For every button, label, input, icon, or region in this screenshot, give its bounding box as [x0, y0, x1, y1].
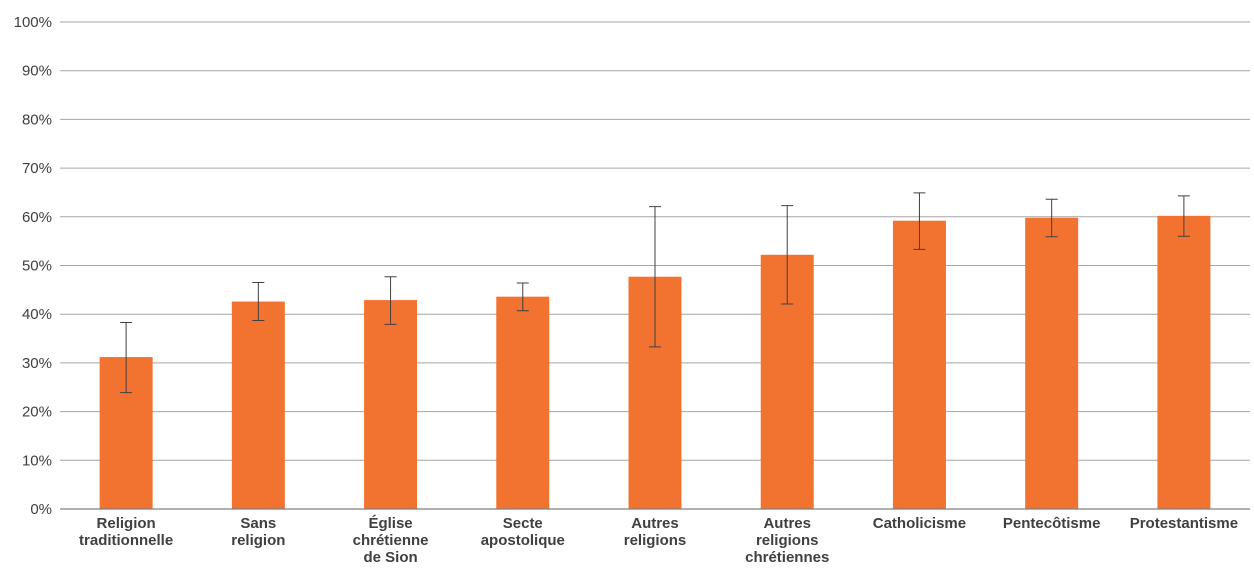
error-bar: [120, 321, 133, 394]
category-label-line: chrétienne: [353, 532, 429, 549]
category-label-line: chrétiennes: [745, 549, 829, 566]
category-label: Secte apostolique: [481, 515, 565, 549]
y-tick-label: 20%: [22, 404, 52, 421]
category-label-line: Autres: [763, 515, 811, 532]
category-label: Église chrétienne de Sion: [353, 515, 429, 566]
category-label-line: Secte: [503, 515, 543, 532]
error-bars: [120, 192, 1190, 394]
error-bar: [1177, 195, 1190, 237]
category-label-line: religions: [756, 532, 819, 549]
error-bar: [1045, 198, 1058, 238]
category-label: Autres religions: [624, 515, 687, 549]
error-bar: [913, 192, 926, 250]
y-tick-label: 60%: [22, 209, 52, 226]
category-label-line: Sans: [240, 515, 276, 532]
category-label-line: de Sion: [363, 549, 417, 566]
category-label: Catholicisme: [873, 515, 966, 532]
category-label-line: Église: [368, 515, 412, 532]
y-tick-label: 10%: [22, 452, 52, 469]
y-tick-label: 30%: [22, 355, 52, 372]
category-label: Religion traditionnelle: [79, 515, 173, 549]
y-tick-label: 50%: [22, 258, 52, 275]
bar: [364, 300, 418, 509]
category-label-line: Protestantisme: [1130, 515, 1238, 532]
bar: [1157, 215, 1211, 510]
y-tick-label: 40%: [22, 306, 52, 323]
y-tick-label: 0%: [30, 501, 52, 518]
error-bar: [252, 282, 265, 322]
x-axis-category-labels: Religion traditionnelle Sans religion Église…: [79, 515, 1238, 566]
category-label: Autres religions chrétiennes: [745, 515, 829, 566]
category-label-line: Catholicisme: [873, 515, 966, 532]
bar: [1025, 217, 1079, 510]
category-label-line: religions: [624, 532, 687, 549]
y-tick-label: 70%: [22, 160, 52, 177]
y-tick-label: 100%: [14, 14, 52, 31]
bar: [496, 296, 550, 509]
category-label-line: Autres: [631, 515, 679, 532]
bar: [892, 220, 946, 510]
error-bar: [649, 206, 661, 348]
y-tick-label: 90%: [22, 63, 52, 80]
category-label-line: religion: [231, 532, 285, 549]
y-axis-tick-labels: 0% 10% 20% 30% 40% 50% 60% 70% 80% 90% 100%: [14, 14, 52, 518]
error-bar: [781, 205, 794, 305]
y-tick-label: 80%: [22, 111, 52, 128]
category-label-line: apostolique: [481, 532, 565, 549]
category-label: Pentecôtisme: [1003, 515, 1101, 532]
category-label-line: Pentecôtisme: [1003, 515, 1101, 532]
error-bar: [384, 276, 397, 325]
category-label: Sans religion: [231, 515, 285, 549]
error-bar: [516, 282, 529, 312]
category-label-line: Religion: [97, 515, 156, 532]
bar: [231, 301, 285, 509]
category-label-line: traditionnelle: [79, 532, 173, 549]
category-label: Protestantisme: [1130, 515, 1238, 532]
